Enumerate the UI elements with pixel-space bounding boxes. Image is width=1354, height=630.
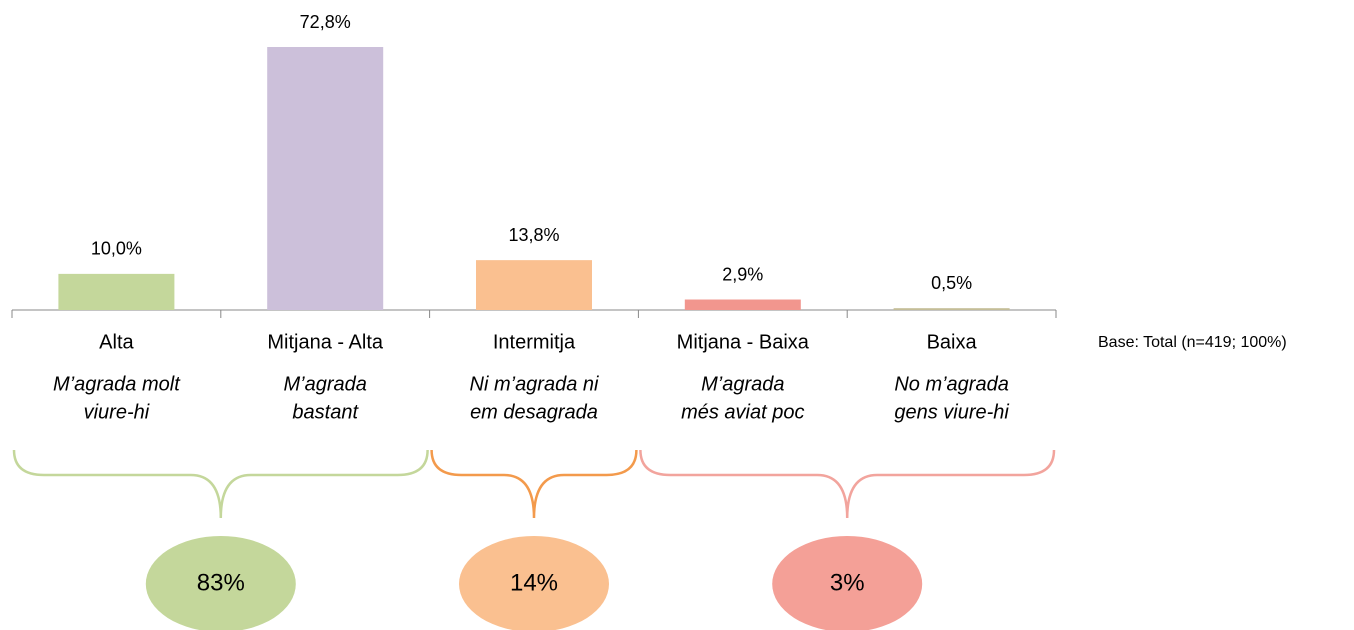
- value-label: 2,9%: [722, 264, 763, 284]
- bar: [58, 273, 175, 310]
- category-label: Baixa: [927, 331, 978, 353]
- category-label: Alta: [99, 331, 134, 353]
- bar: [893, 308, 1010, 310]
- group-value-label: 14%: [510, 569, 558, 596]
- base-note: Base: Total (n=419; 100%): [1098, 334, 1287, 351]
- bar: [476, 260, 592, 310]
- category-sublabel: No m’agrada: [894, 373, 1009, 395]
- group-circle: [459, 536, 609, 630]
- category-label: Mitjana - Baixa: [677, 331, 810, 353]
- group-circle: [145, 536, 296, 630]
- category-label: Intermitja: [493, 331, 576, 353]
- value-label: 10,0%: [91, 239, 142, 259]
- bar: [267, 47, 384, 310]
- group-brace: [12, 449, 429, 519]
- category-label: Mitjana - Alta: [267, 331, 383, 353]
- category-sublabel: viure-hi: [84, 401, 150, 423]
- category-sublabel: M’agrada: [284, 373, 367, 395]
- group-value-label: 83%: [197, 569, 245, 596]
- category-sublabel: més aviat poc: [681, 401, 804, 423]
- value-label: 0,5%: [931, 273, 972, 293]
- group-value-label: 3%: [830, 569, 865, 596]
- group-brace: [430, 449, 638, 519]
- group-brace: [639, 449, 1056, 519]
- category-sublabel: Ni m’agrada ni: [470, 373, 600, 395]
- value-label: 13,8%: [508, 225, 559, 245]
- category-sublabel: M’agrada molt: [53, 373, 181, 395]
- group-circle: [772, 536, 923, 630]
- value-label: 72,8%: [300, 12, 351, 32]
- category-sublabel: bastant: [292, 401, 359, 423]
- category-sublabel: gens viure-hi: [894, 401, 1009, 423]
- category-sublabel: M’agrada: [701, 373, 784, 395]
- bar: [684, 299, 801, 310]
- category-sublabel: em desagrada: [470, 401, 598, 423]
